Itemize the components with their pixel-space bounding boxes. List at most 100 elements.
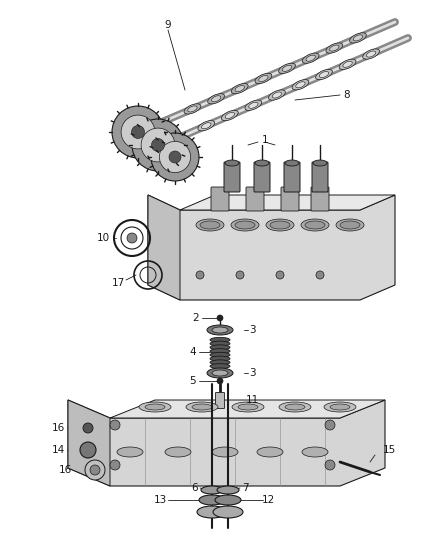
Ellipse shape	[235, 221, 255, 229]
Ellipse shape	[249, 102, 258, 108]
Text: 17: 17	[111, 278, 125, 288]
Ellipse shape	[210, 356, 230, 361]
Ellipse shape	[363, 49, 379, 59]
Text: 14: 14	[52, 445, 65, 455]
Ellipse shape	[339, 59, 356, 69]
FancyBboxPatch shape	[284, 162, 300, 192]
Circle shape	[152, 139, 165, 151]
Circle shape	[83, 423, 93, 433]
Circle shape	[325, 460, 335, 470]
Circle shape	[132, 119, 184, 171]
Ellipse shape	[353, 35, 363, 41]
Polygon shape	[148, 195, 395, 300]
Circle shape	[196, 271, 204, 279]
Ellipse shape	[225, 160, 239, 166]
FancyBboxPatch shape	[211, 187, 229, 211]
Circle shape	[236, 271, 244, 279]
Text: 1: 1	[261, 135, 268, 145]
Ellipse shape	[283, 66, 292, 71]
Circle shape	[169, 151, 181, 163]
Ellipse shape	[343, 61, 352, 67]
FancyBboxPatch shape	[254, 162, 270, 192]
Ellipse shape	[279, 63, 296, 74]
Ellipse shape	[305, 221, 325, 229]
Ellipse shape	[350, 33, 366, 43]
Ellipse shape	[245, 100, 262, 110]
Ellipse shape	[367, 51, 376, 57]
Text: 15: 15	[383, 445, 396, 455]
Text: 11: 11	[245, 395, 258, 405]
Ellipse shape	[215, 495, 241, 505]
Circle shape	[131, 125, 145, 139]
Text: 9: 9	[165, 20, 171, 30]
Ellipse shape	[319, 71, 328, 78]
Ellipse shape	[231, 84, 248, 94]
Text: 7: 7	[242, 483, 248, 493]
Text: 3: 3	[249, 368, 255, 378]
Polygon shape	[68, 400, 110, 486]
Ellipse shape	[313, 160, 327, 166]
FancyBboxPatch shape	[215, 392, 225, 408]
Ellipse shape	[207, 325, 233, 335]
Ellipse shape	[212, 447, 238, 457]
Ellipse shape	[270, 221, 290, 229]
Text: 4: 4	[190, 347, 196, 357]
Ellipse shape	[210, 360, 230, 365]
Ellipse shape	[301, 219, 329, 231]
Circle shape	[316, 271, 324, 279]
Circle shape	[141, 128, 175, 162]
Ellipse shape	[197, 506, 227, 518]
Ellipse shape	[212, 96, 221, 102]
Ellipse shape	[324, 402, 356, 412]
Text: 8: 8	[344, 90, 350, 100]
Text: 2: 2	[193, 313, 199, 323]
Ellipse shape	[139, 402, 171, 412]
Ellipse shape	[117, 447, 143, 457]
Ellipse shape	[184, 104, 201, 114]
Ellipse shape	[217, 486, 239, 494]
Polygon shape	[148, 195, 180, 300]
Ellipse shape	[213, 506, 243, 518]
Circle shape	[110, 460, 120, 470]
Ellipse shape	[285, 160, 299, 166]
Text: 12: 12	[261, 495, 275, 505]
Ellipse shape	[212, 370, 228, 376]
Ellipse shape	[257, 447, 283, 457]
Ellipse shape	[207, 368, 233, 378]
Ellipse shape	[255, 74, 272, 84]
Text: 13: 13	[153, 495, 166, 505]
Ellipse shape	[186, 402, 218, 412]
Circle shape	[159, 141, 191, 173]
Ellipse shape	[255, 160, 269, 166]
Circle shape	[276, 271, 284, 279]
Ellipse shape	[232, 402, 264, 412]
Ellipse shape	[222, 110, 238, 120]
Circle shape	[110, 420, 120, 430]
Text: 5: 5	[190, 376, 196, 386]
Ellipse shape	[296, 82, 305, 88]
FancyBboxPatch shape	[246, 187, 264, 211]
Polygon shape	[180, 195, 395, 210]
Ellipse shape	[201, 123, 211, 129]
Ellipse shape	[192, 404, 212, 410]
Ellipse shape	[145, 404, 165, 410]
Ellipse shape	[336, 219, 364, 231]
Ellipse shape	[326, 43, 343, 53]
Text: 16: 16	[52, 423, 65, 433]
Text: 10: 10	[96, 233, 110, 243]
Ellipse shape	[279, 402, 311, 412]
Ellipse shape	[235, 86, 244, 92]
FancyBboxPatch shape	[312, 162, 328, 192]
Ellipse shape	[210, 352, 230, 357]
Ellipse shape	[210, 341, 230, 346]
Polygon shape	[110, 400, 385, 418]
FancyBboxPatch shape	[224, 162, 240, 192]
Circle shape	[121, 115, 155, 149]
Ellipse shape	[330, 45, 339, 51]
Ellipse shape	[285, 404, 305, 410]
Ellipse shape	[238, 404, 258, 410]
FancyBboxPatch shape	[311, 187, 329, 211]
Ellipse shape	[306, 55, 315, 61]
Ellipse shape	[200, 221, 220, 229]
Circle shape	[127, 233, 137, 243]
